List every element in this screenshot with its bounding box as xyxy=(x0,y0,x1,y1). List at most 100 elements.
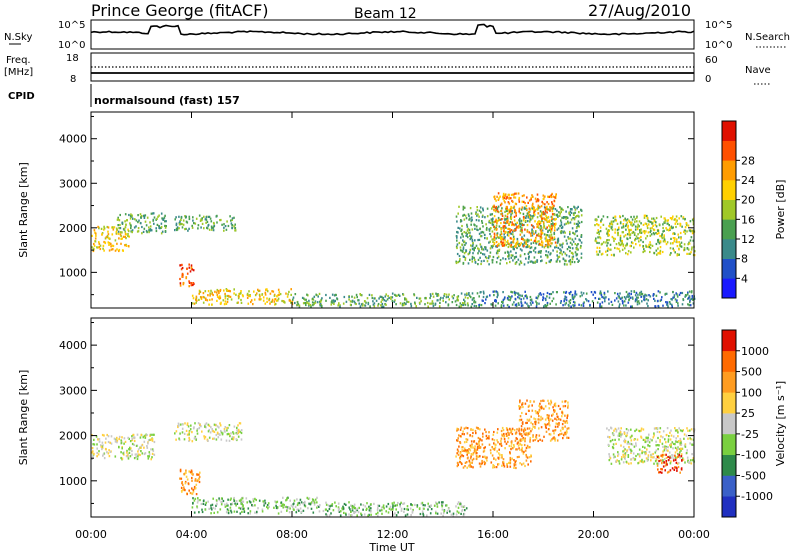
velocity-echo-cell xyxy=(666,427,669,430)
power-echo-cell xyxy=(560,249,562,252)
velocity-echo-cell xyxy=(196,505,198,508)
power-echo-cell xyxy=(95,232,97,235)
power-echo-cell xyxy=(507,298,510,301)
power-echo-cell xyxy=(520,237,523,240)
velocity-echo-cell xyxy=(610,462,613,465)
power-echo-cell xyxy=(405,298,408,301)
power-echo-cell xyxy=(551,205,554,208)
velocity-echo-cell xyxy=(194,436,196,440)
power-echo-cell xyxy=(470,236,472,239)
power-echo-cell xyxy=(364,300,366,303)
power-echo-cell xyxy=(101,233,103,236)
power-echo-cell xyxy=(529,214,532,217)
power-echo-cell xyxy=(296,303,299,307)
power-echo-cell xyxy=(264,293,267,296)
power-echo-cell xyxy=(550,215,553,218)
velocity-echo-cell xyxy=(456,439,458,442)
velocity-echo-cell xyxy=(554,439,556,442)
velocity-echo-cell xyxy=(175,438,177,441)
power-echo-cell xyxy=(377,304,379,307)
power-echo-cell xyxy=(465,242,467,245)
power-echo-cell xyxy=(124,226,127,229)
power-echo-cell xyxy=(233,292,235,295)
velocity-echo-cell xyxy=(302,502,304,505)
power-echo-cell xyxy=(688,290,691,293)
power-echo-cell xyxy=(661,296,663,299)
velocity-echo-cell xyxy=(529,438,531,441)
power-echo-cell xyxy=(434,302,437,305)
power-echo-cell xyxy=(481,230,484,234)
power-echo-cell xyxy=(539,251,542,254)
velocity-echo-cell xyxy=(677,465,680,469)
power-echo-cell xyxy=(560,221,563,224)
power-echo-cell xyxy=(153,222,155,225)
power-echo-cell xyxy=(205,221,207,224)
power-echo-cell xyxy=(470,212,473,215)
power-echo-cell xyxy=(302,302,305,305)
velocity-echo-cell xyxy=(527,463,529,466)
velocity-echo-cell xyxy=(455,513,458,516)
power-echo-cell xyxy=(505,226,507,229)
velocity-echo-cell xyxy=(457,450,460,453)
velocity-echo-cell xyxy=(525,453,527,457)
power-echo-cell xyxy=(391,299,394,302)
velocity-echo-cell xyxy=(218,433,220,436)
power-echo-cell xyxy=(109,237,111,240)
power-echo-cell xyxy=(580,235,583,238)
power-echo-cell xyxy=(548,293,551,296)
velocity-echo-cell xyxy=(378,504,381,507)
power-echo-cell xyxy=(686,293,689,296)
velocity-echo-cell xyxy=(312,501,314,504)
velocity-echo-cell xyxy=(150,448,152,451)
velocity-echo-cell xyxy=(656,464,659,467)
velocity-echo-cell xyxy=(140,446,142,449)
power-echo-cell xyxy=(573,296,575,299)
power-echo-cell xyxy=(481,221,484,224)
velocity-echo-cell xyxy=(655,427,658,430)
velocity-y-tick-label: 4000 xyxy=(59,339,87,352)
velocity-echo-cell xyxy=(561,400,564,403)
velocity-echo-cell xyxy=(663,447,666,450)
velocity-echo-cell xyxy=(621,433,623,436)
power-echo-cell xyxy=(496,296,498,299)
velocity-echo-cell xyxy=(680,440,682,444)
power-echo-cell xyxy=(525,219,527,222)
velocity-echo-cell xyxy=(381,512,383,515)
power-echo-cell xyxy=(199,219,202,222)
power-echo-cell xyxy=(506,215,509,218)
power-echo-cell xyxy=(537,295,540,298)
power-echo-cell xyxy=(622,225,625,228)
velocity-echo-cell xyxy=(530,454,532,457)
power-echo-cell xyxy=(521,236,523,239)
power-echo-cell xyxy=(640,231,643,234)
velocity-echo-cell xyxy=(678,427,680,430)
velocity-echo-cell xyxy=(506,465,509,468)
velocity-echo-cell xyxy=(530,430,532,433)
velocity-echo-cell xyxy=(554,425,557,428)
power-echo-cell xyxy=(246,296,249,299)
velocity-echo-cell xyxy=(608,429,610,432)
power-echo-cell xyxy=(504,194,507,197)
velocity-echo-cell xyxy=(275,504,277,507)
power-echo-cell xyxy=(498,218,501,221)
power-echo-cell xyxy=(515,214,517,217)
power-echo-cell xyxy=(628,220,631,224)
power-echo-cell xyxy=(501,236,504,239)
velocity-echo-cell xyxy=(208,507,210,510)
velocity-echo-cell xyxy=(289,507,291,510)
power-echo-cell xyxy=(681,225,683,228)
power-echo-cell xyxy=(552,224,554,227)
velocity-echo-cell xyxy=(624,452,627,455)
power-echo-cell xyxy=(402,293,405,296)
power-echo-cell xyxy=(564,252,567,255)
power-echo-cell xyxy=(670,237,672,240)
power-echo-cell xyxy=(471,219,473,222)
velocity-echo-cell xyxy=(463,513,466,516)
velocity-echo-cell xyxy=(247,512,249,515)
power-echo-cell xyxy=(209,217,212,220)
velocity-echo-cell xyxy=(392,513,395,516)
velocity-echo-cell xyxy=(127,457,130,460)
velocity-echo-cell xyxy=(220,431,223,434)
power-echo-cell xyxy=(551,202,554,206)
velocity-echo-cell xyxy=(540,415,542,418)
